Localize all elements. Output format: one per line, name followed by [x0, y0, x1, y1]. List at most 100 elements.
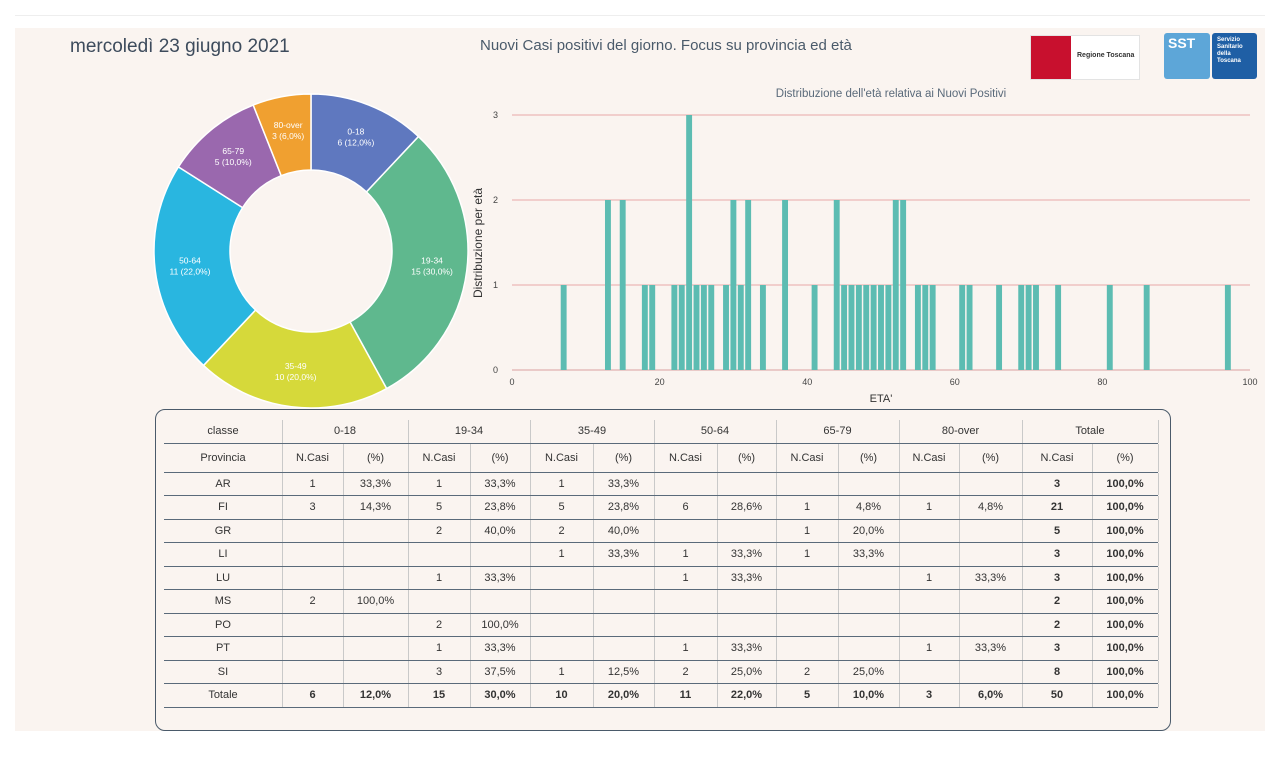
bar-age-29 [723, 285, 729, 370]
bar-age-25 [693, 285, 700, 370]
table-cell: 100,0% [1092, 590, 1159, 613]
bar-age-45 [841, 285, 848, 370]
table-cell: 1 [899, 496, 960, 519]
table-cell: 5 [408, 496, 471, 519]
table-cell [343, 566, 409, 589]
table-cell: 1 [654, 566, 718, 589]
bar-age-50 [878, 285, 884, 370]
table-row: MS 2 100,0% 2 100,0% [164, 590, 1159, 614]
total-cell: 6 [282, 684, 344, 707]
col-header-ncasi: N.Casi [776, 443, 839, 472]
total-cell: 15 [408, 684, 471, 707]
table-cell: 23,8% [593, 496, 655, 519]
table-cell: 33,3% [959, 637, 1023, 660]
bar-age-23 [678, 285, 685, 370]
x-tick-label: 100 [1242, 377, 1257, 387]
total-cell: 6,0% [959, 684, 1023, 707]
table-cell [776, 566, 839, 589]
table-cell [343, 519, 409, 542]
province-cell: LI [164, 543, 283, 566]
bar-age-71 [1033, 285, 1039, 370]
table-cell: 33,3% [593, 543, 655, 566]
table-cell: 23,8% [470, 496, 531, 519]
bar-age-56 [922, 285, 929, 370]
table-cell: 1 [530, 472, 594, 495]
bar-age-70 [1025, 285, 1032, 370]
table-row: PT 1 33,3% 1 33,3% 1 33,3% 3 100,0% [164, 637, 1159, 661]
table-cell [530, 566, 594, 589]
table-cell: 12,5% [593, 660, 655, 683]
table-cell: 1 [282, 472, 344, 495]
table-cell [654, 472, 718, 495]
table-cell: 14,3% [343, 496, 409, 519]
table-cell: 33,3% [593, 472, 655, 495]
bar-age-61 [959, 285, 966, 370]
x-tick-label: 0 [509, 377, 514, 387]
col-header-ncasi: N.Casi [899, 443, 960, 472]
total-label: Totale [164, 684, 283, 707]
bar-age-44 [833, 200, 840, 370]
table-cell: 1 [530, 660, 594, 683]
bar-age-52 [892, 200, 899, 370]
table-cell: 3 [1022, 472, 1093, 495]
table-cell [959, 590, 1023, 613]
table-cell: 100,0% [1092, 566, 1159, 589]
donut-value-label: 5 (10,0%) [215, 157, 252, 167]
total-cell: 50 [1022, 684, 1093, 707]
col-header-pct: (%) [717, 443, 777, 472]
table-cell [343, 613, 409, 636]
bar-age-13 [604, 200, 611, 370]
table-cell: 21 [1022, 496, 1093, 519]
total-cell: 11 [654, 684, 718, 707]
total-cell: 100,0% [1092, 684, 1159, 707]
table-cell [959, 613, 1023, 636]
bar-age-27 [708, 285, 715, 370]
table-cell [899, 590, 960, 613]
table-cell [717, 519, 777, 542]
table-cell: 100,0% [470, 613, 531, 636]
x-tick-label: 20 [655, 377, 665, 387]
col-header-pct: (%) [1092, 443, 1159, 472]
table-cell [959, 543, 1023, 566]
table-cell: 3 [1022, 566, 1093, 589]
table-row: GR 2 40,0% 2 40,0% 1 20,0% 5 100,0% [164, 519, 1159, 543]
bar-age-26 [700, 285, 707, 370]
chart-title: Distribuzione dell'età relativa ai Nuovi… [776, 88, 1006, 100]
y-tick-label: 3 [493, 110, 498, 120]
table-cell [282, 637, 344, 660]
bar-age-48 [863, 285, 870, 370]
table-cell: 1 [776, 543, 839, 566]
y-axis-label: Distribuzione per età [471, 188, 485, 298]
bar-age-69 [1018, 285, 1025, 370]
donut-label: 65-79 [222, 146, 244, 156]
bar-age-19 [649, 285, 656, 370]
col-header-class-19-34: 19-34 [408, 420, 531, 443]
sst-name-line: Servizio [1217, 37, 1241, 43]
province-cell: FI [164, 496, 283, 519]
table-cell: 40,0% [470, 519, 531, 542]
table-cell: 33,3% [717, 566, 777, 589]
donut-slice-35-49 [202, 308, 388, 409]
col-header-class-0-18: 0-18 [282, 420, 409, 443]
table-cell [776, 472, 839, 495]
y-tick-label: 2 [493, 195, 498, 205]
table-total-row: Totale 6 12,0% 15 30,0% 10 20,0% 11 22,0% 5 10,0% 3… [164, 684, 1159, 708]
table-header-row: classe 0-18 19-34 35-49 50-64 65-79 80-over Tot… [164, 420, 1159, 444]
table-cell [470, 590, 531, 613]
table-cell: 2 [776, 660, 839, 683]
table-cell [959, 472, 1023, 495]
donut-label: 35-49 [285, 361, 307, 371]
sst-name-line: Toscana [1217, 58, 1241, 64]
bar-age-74 [1055, 285, 1062, 370]
col-header-pct: (%) [838, 443, 900, 472]
table-cell: 25,0% [838, 660, 900, 683]
x-tick-label: 40 [802, 377, 812, 387]
table-cell: 33,3% [717, 543, 777, 566]
table-cell [343, 543, 409, 566]
table-cell: 3 [1022, 637, 1093, 660]
table-cell: 2 [530, 519, 594, 542]
bar-age-31 [737, 285, 744, 370]
table-cell [959, 519, 1023, 542]
